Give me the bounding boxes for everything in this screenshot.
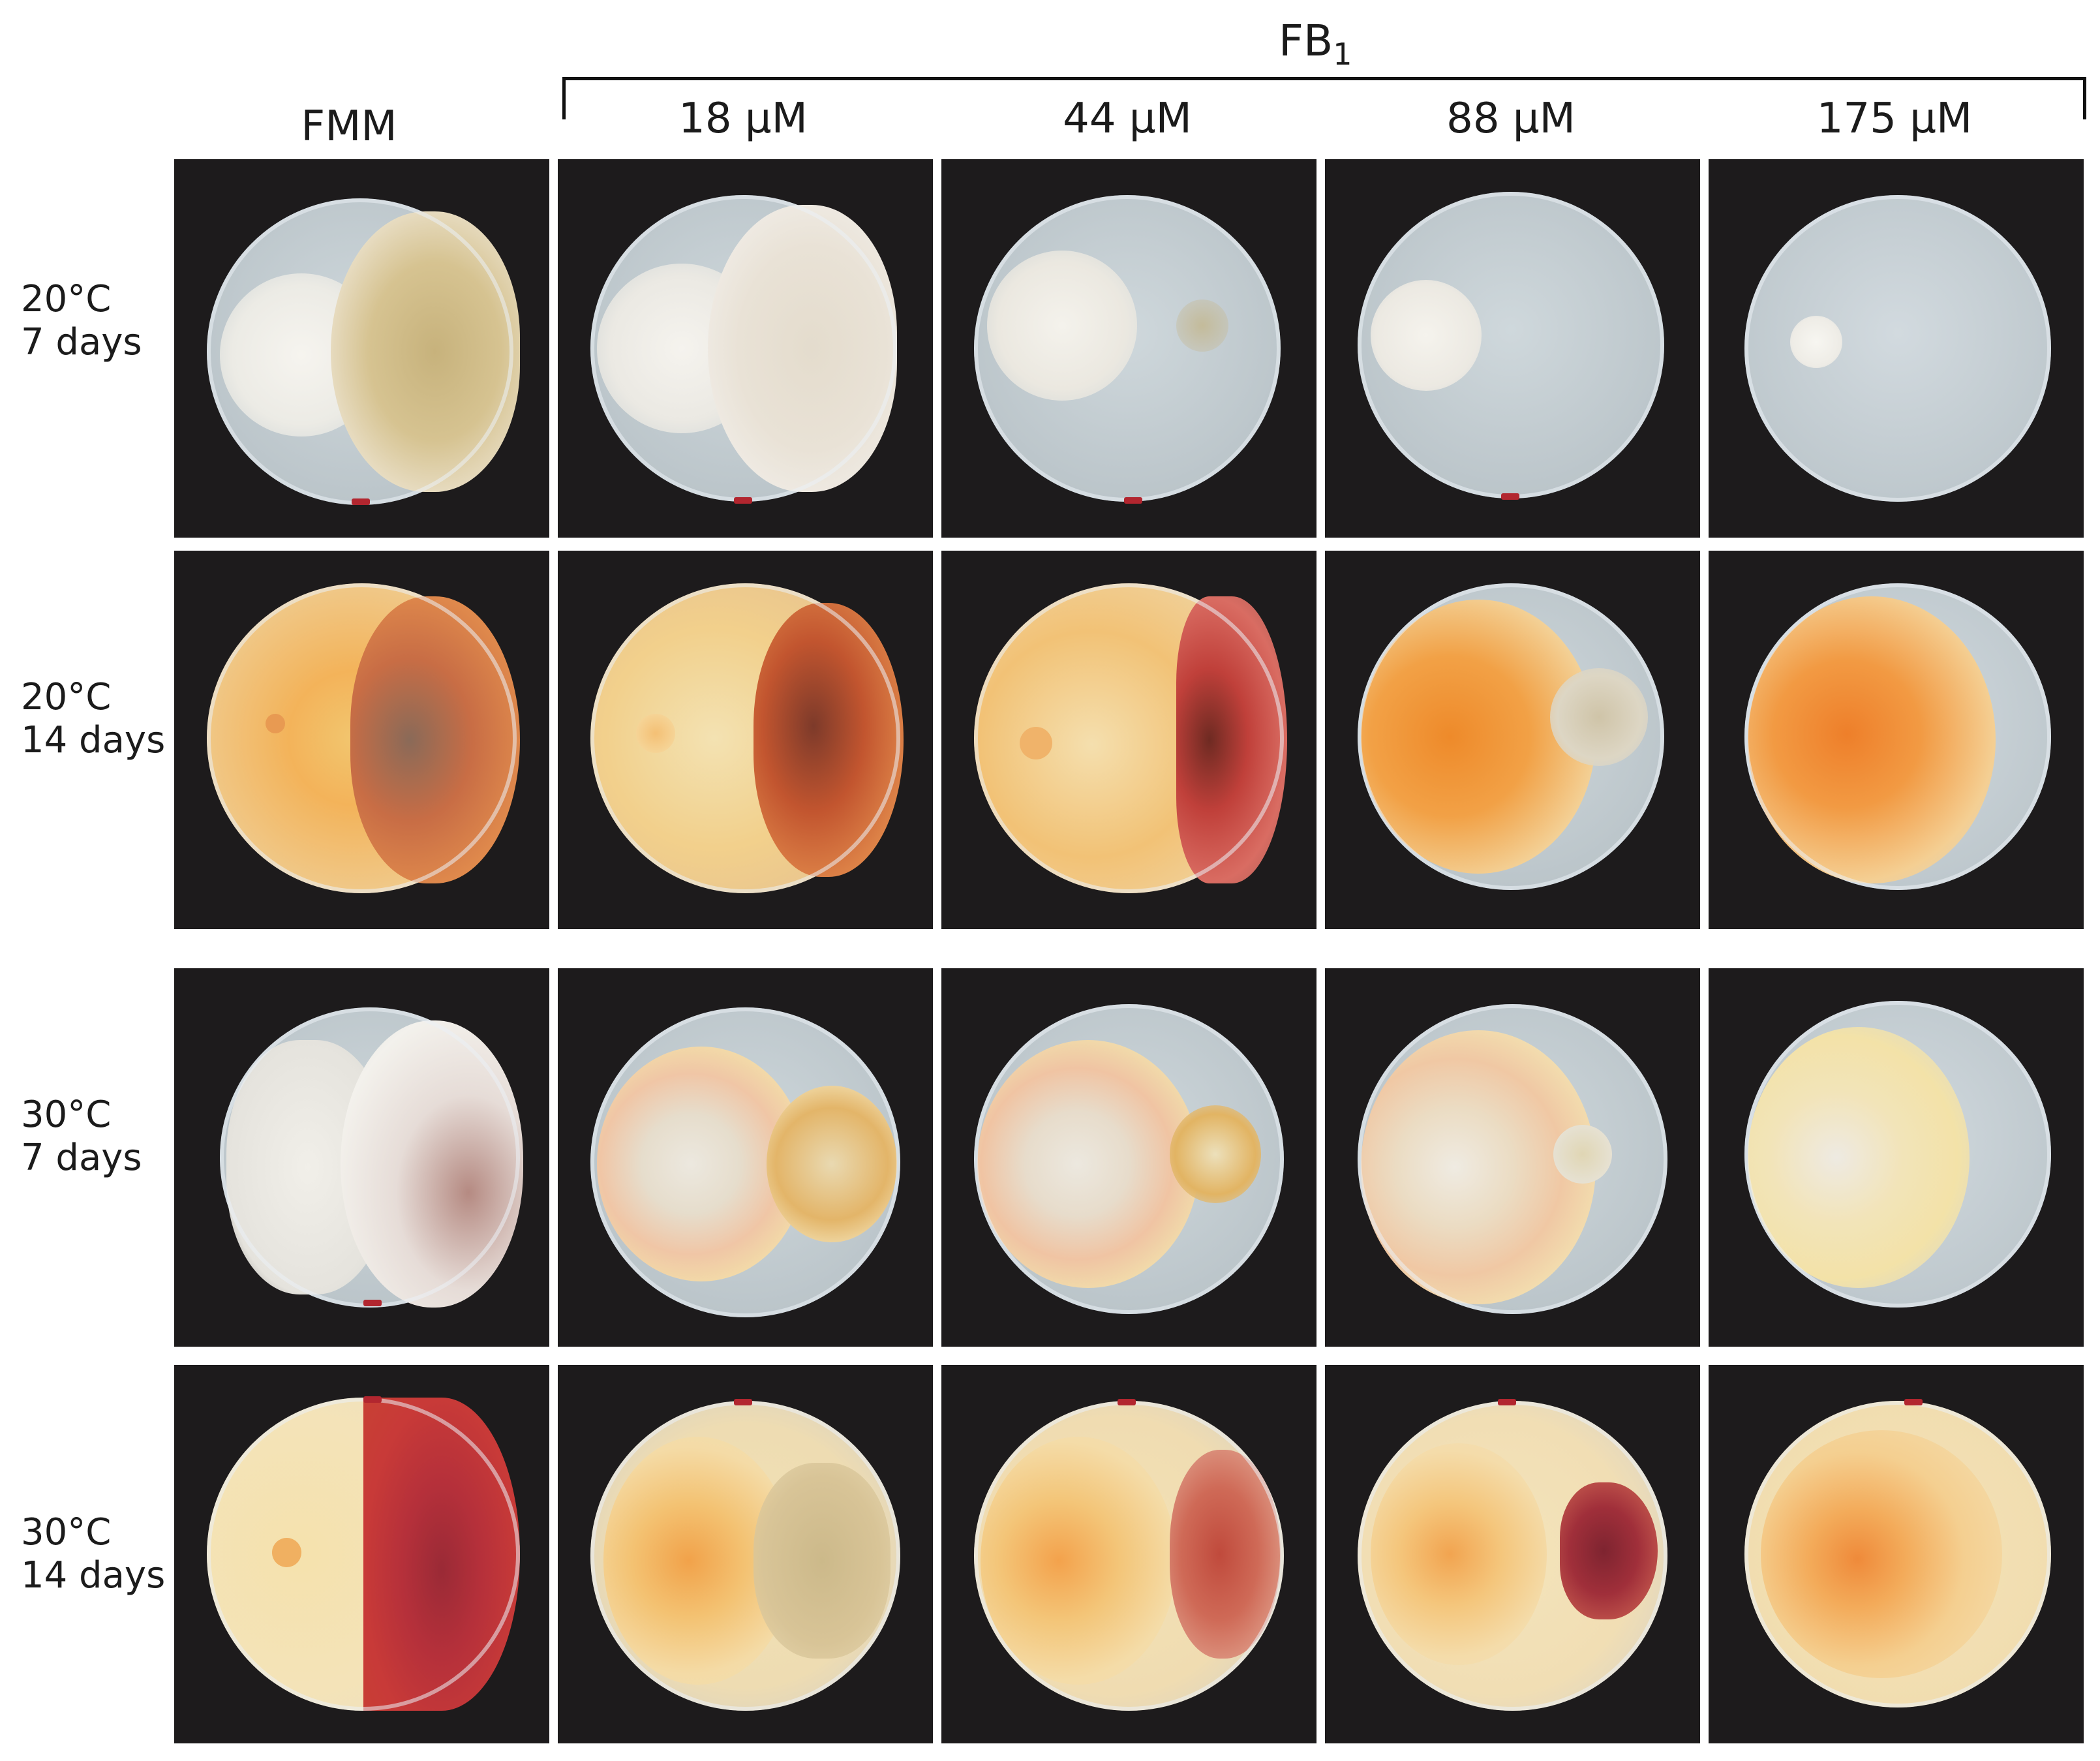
plate-photo-30c-14d-44um (941, 1365, 1316, 1743)
column-header-fmm: FMM (301, 102, 397, 151)
plate-photo-20c-7d-175um (1709, 159, 2084, 538)
plate-photo-30c-14d-88um (1325, 1365, 1700, 1743)
row-label-30c-7d: 30°C 7 days (21, 1094, 177, 1180)
row-label-20c-14d: 20°C 14 days (21, 676, 177, 762)
plate-photo-20c-7d-88um (1325, 159, 1700, 538)
row-label-temp: 20°C (21, 676, 112, 718)
row-label-temp: 20°C (21, 278, 112, 320)
plate-photo-30c-14d-fmm (174, 1365, 549, 1743)
plate-photo-30c-14d-175um (1709, 1365, 2084, 1743)
row-label-20c-7d: 20°C 7 days (21, 278, 177, 364)
plate-photo-20c-14d-18um (558, 551, 933, 929)
row-label-time: 7 days (21, 321, 142, 363)
plate-photo-30c-7d-fmm (174, 968, 549, 1347)
plate-photo-20c-7d-18um (558, 159, 933, 538)
fb1-group-label-text: FB (1279, 16, 1333, 66)
plate-photo-20c-14d-88um (1325, 551, 1700, 929)
plate-photo-30c-14d-18um (558, 1365, 933, 1743)
plate-photo-30c-7d-175um (1709, 968, 2084, 1347)
column-header-18um: 18 µM (678, 95, 808, 143)
column-header-88um: 88 µM (1446, 95, 1575, 143)
row-label-temp: 30°C (21, 1511, 112, 1554)
plate-photo-20c-14d-fmm (174, 551, 549, 929)
fb1-group-label-subscript: 1 (1333, 37, 1352, 72)
fb1-group-label: FB1 (1279, 20, 1352, 72)
row-label-temp: 30°C (21, 1094, 112, 1136)
plate-photo-30c-7d-44um (941, 968, 1316, 1347)
plate-photo-30c-7d-88um (1325, 968, 1700, 1347)
row-label-time: 14 days (21, 1554, 166, 1597)
column-header-175um: 175 µM (1816, 95, 1973, 143)
row-label-time: 7 days (21, 1137, 142, 1179)
plate-photo-20c-14d-175um (1709, 551, 2084, 929)
plate-photo-20c-7d-fmm (174, 159, 549, 538)
row-label-30c-14d: 30°C 14 days (21, 1511, 177, 1597)
plate-photo-20c-7d-44um (941, 159, 1316, 538)
plate-photo-20c-14d-44um (941, 551, 1316, 929)
plate-photo-30c-7d-18um (558, 968, 933, 1347)
row-label-time: 14 days (21, 719, 166, 761)
column-header-44um: 44 µM (1063, 95, 1192, 143)
fb1-bracket (562, 77, 2086, 119)
